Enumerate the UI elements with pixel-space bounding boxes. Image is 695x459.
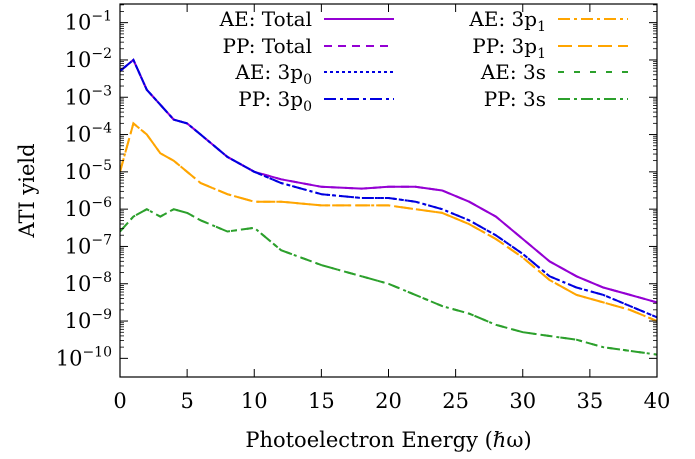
legend-entry-6: AE: 3s <box>480 60 628 84</box>
plot-frame <box>119 3 658 378</box>
x-tick-label: 5 <box>180 389 193 413</box>
series-line-1 <box>120 58 657 304</box>
x-tick-label: 30 <box>509 389 536 413</box>
x-tick-label: 40 <box>644 389 671 413</box>
legend-entry-3: PP: 3p0 <box>238 87 394 115</box>
legend-label: AE: 3p1 <box>468 7 546 35</box>
y-tick-label: 10−3 <box>65 83 112 109</box>
series-line-5 <box>120 121 657 323</box>
y-tick-label: 10−4 <box>65 121 112 147</box>
series-layer <box>120 58 657 356</box>
legend-entry-0: AE: Total <box>219 7 394 31</box>
ticks-layer: 0 5 10 15 20 25 30 35 40 10−1 10−2 10−3 10−4 10−5 10−6… <box>56 4 671 413</box>
series-line-6 <box>120 208 657 356</box>
legend-entry-4: AE: 3p1 <box>468 7 628 35</box>
y-tick-label: 10−10 <box>56 344 112 370</box>
x-tick-label: 15 <box>308 389 335 413</box>
series-line-0 <box>120 58 657 304</box>
legend-label: AE: 3s <box>480 60 546 84</box>
y-tick-label: 10−9 <box>65 307 112 333</box>
legend-label: PP: 3s <box>484 87 546 111</box>
y-tick-label: 10−6 <box>65 195 112 221</box>
x-tick-label: 35 <box>577 389 604 413</box>
legend-entry-2: AE: 3p0 <box>234 60 394 88</box>
y-tick-label: 10−8 <box>65 270 112 296</box>
x-tick-label: 0 <box>113 389 126 413</box>
y-tick-label: 10−5 <box>65 158 112 184</box>
y-tick-label: 10−2 <box>65 46 112 72</box>
x-tick-label: 20 <box>375 389 402 413</box>
y-axis-title: ATI yield <box>15 143 39 238</box>
legend-label: PP: 3p1 <box>472 34 546 62</box>
legend-label: AE: 3p0 <box>234 60 312 88</box>
series-line-4 <box>120 121 657 323</box>
legend-label: PP: 3p0 <box>238 87 312 115</box>
legend-entry-1: PP: Total <box>223 34 394 58</box>
legend-label: AE: Total <box>219 7 312 31</box>
x-axis-title: Photoelectron Energy (ℏω) <box>245 428 531 452</box>
y-tick-label: 10−1 <box>65 9 112 35</box>
series-line-7 <box>120 208 657 356</box>
legend-entry-7: PP: 3s <box>484 87 628 111</box>
x-tick-label: 10 <box>241 389 268 413</box>
y-tick-label: 10−7 <box>65 232 112 258</box>
legend-label: PP: Total <box>223 34 312 58</box>
series-line-3 <box>120 58 657 319</box>
x-tick-label: 25 <box>442 389 469 413</box>
legend-entry-5: PP: 3p1 <box>472 34 628 62</box>
